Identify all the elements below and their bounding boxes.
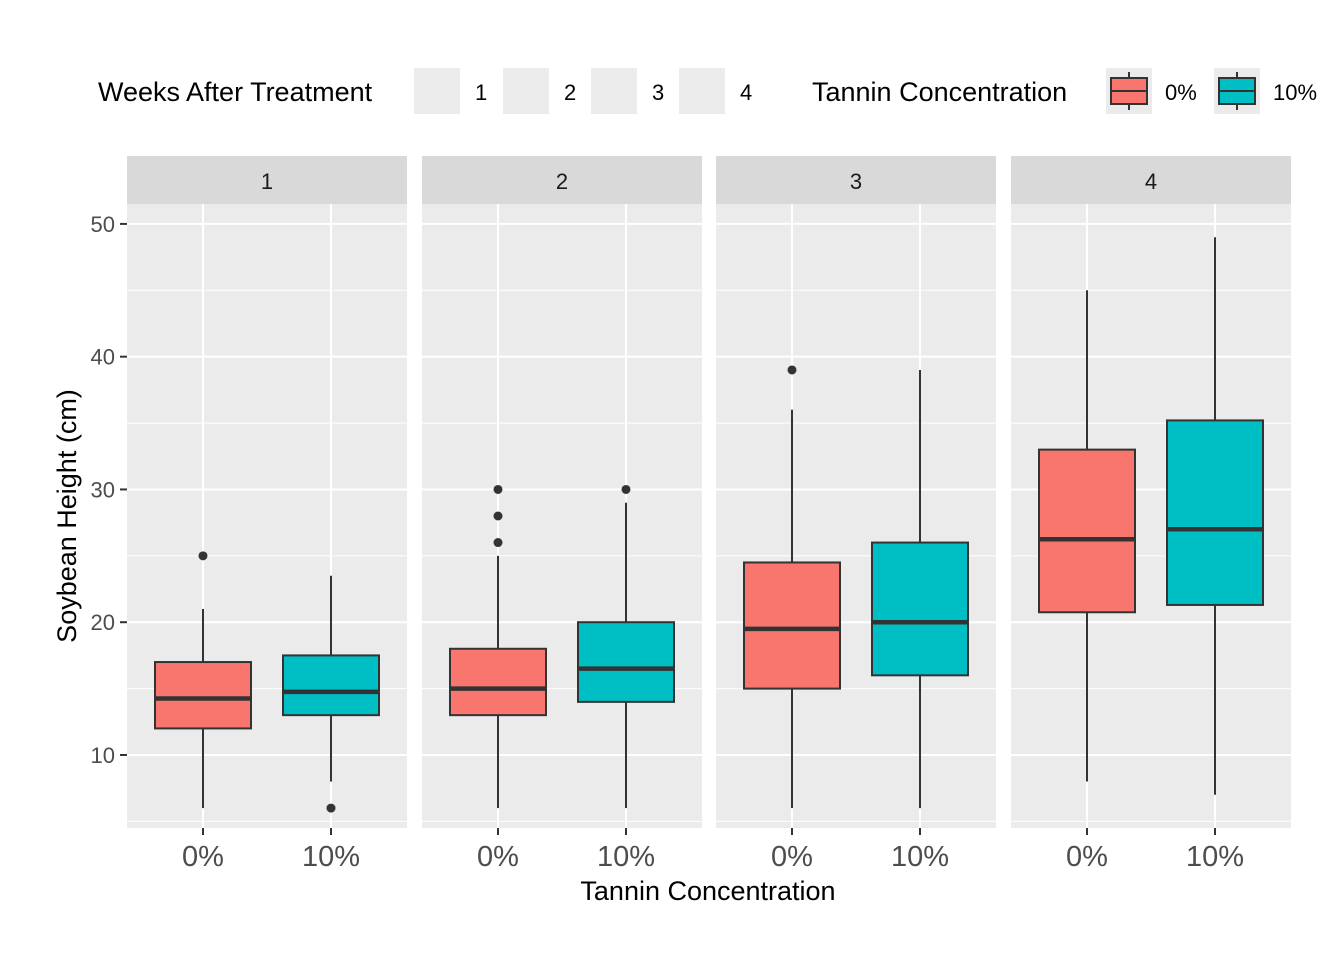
fill-legend-title: Tannin Concentration — [812, 77, 1067, 107]
panel-background — [422, 204, 702, 828]
facet-legend-key — [414, 68, 460, 114]
outlier-point — [621, 484, 631, 494]
x-tick-label: 10% — [597, 841, 655, 873]
fill-legend-label: 10% — [1273, 80, 1317, 105]
facet-legend-title: Weeks After Treatment — [98, 77, 373, 107]
outlier-point — [198, 551, 208, 561]
x-tick-label: 0% — [182, 841, 224, 873]
facet-strip-3 — [716, 156, 996, 204]
x-axis-label: Tannin Concentration — [580, 876, 835, 906]
x-tick-label: 0% — [477, 841, 519, 873]
facet-panel-1: 10% 10% — [127, 156, 407, 873]
fill-legend-items: 0% 10% — [1106, 68, 1317, 114]
y-axis: 10 20 30 40 50 — [91, 212, 127, 768]
box-iqr — [154, 661, 252, 730]
facet-legend-label: 4 — [740, 80, 752, 105]
facet-panel-4: 4 0% 10% — [1011, 156, 1291, 873]
y-tick-label: 50 — [91, 212, 115, 237]
facet-legend-key — [679, 68, 725, 114]
box-iqr — [1166, 419, 1264, 606]
facet-strip-1 — [127, 156, 407, 204]
y-tick-label: 40 — [91, 345, 115, 370]
box-iqr — [743, 561, 841, 690]
facet-strip-label: 2 — [556, 169, 568, 194]
y-tick-label: 20 — [91, 610, 115, 635]
x-tick-label: 0% — [771, 841, 813, 873]
facet-strip-label: 1 — [261, 169, 273, 194]
legend: Weeks After Treatment 1 2 3 4 Tannin Concen… — [98, 68, 1317, 114]
x-tick-label: 10% — [1186, 841, 1244, 873]
x-tick-label: 10% — [302, 841, 360, 873]
box-iqr — [871, 541, 969, 677]
facet-panel-3: 3 0% 10% — [716, 156, 996, 873]
box-week3-0pct — [743, 365, 841, 809]
box-week4-10pct — [1166, 237, 1264, 795]
outlier-point — [787, 365, 797, 375]
facet-legend-label: 1 — [475, 80, 487, 105]
facet-strip-2 — [422, 156, 702, 204]
box-week1-0pct — [154, 551, 252, 809]
facet-strip-label: 3 — [850, 169, 862, 194]
y-axis-label: Soybean Height (cm) — [52, 389, 82, 643]
x-tick-label: 10% — [891, 841, 949, 873]
box-week1-10pct — [282, 575, 380, 813]
x-tick-label: 0% — [1066, 841, 1108, 873]
facet-strip-4 — [1011, 156, 1291, 204]
facet-legend-label: 2 — [564, 80, 576, 105]
facet-legend-key — [503, 68, 549, 114]
box-week2-10pct — [577, 484, 675, 809]
box-week3-10pct — [871, 369, 969, 809]
facet-strip-label: 4 — [1145, 169, 1157, 194]
facet-panel-2: 2 0% 10% — [422, 156, 702, 873]
outlier-point — [493, 511, 503, 521]
panel-background — [716, 204, 996, 828]
outlier-point — [493, 538, 503, 548]
box-iqr — [282, 654, 380, 717]
box-week2-0pct — [449, 484, 547, 809]
box-iqr — [577, 621, 675, 703]
box-iqr — [1038, 448, 1136, 614]
panel-background — [127, 204, 407, 828]
facet-legend-key — [591, 68, 637, 114]
facet-legend-items: 1 2 3 4 — [414, 68, 752, 114]
y-tick-label: 30 — [91, 477, 115, 502]
outlier-point — [326, 803, 336, 813]
box-week4-0pct — [1038, 290, 1136, 782]
fill-legend-label: 0% — [1165, 80, 1197, 105]
box-iqr — [449, 647, 547, 717]
y-tick-label: 10 — [91, 743, 115, 768]
outlier-point — [493, 484, 503, 494]
facet-legend-label: 3 — [652, 80, 664, 105]
facet-panels: 10% 10%20% 10%30% 10%40% 10% — [127, 156, 1291, 873]
